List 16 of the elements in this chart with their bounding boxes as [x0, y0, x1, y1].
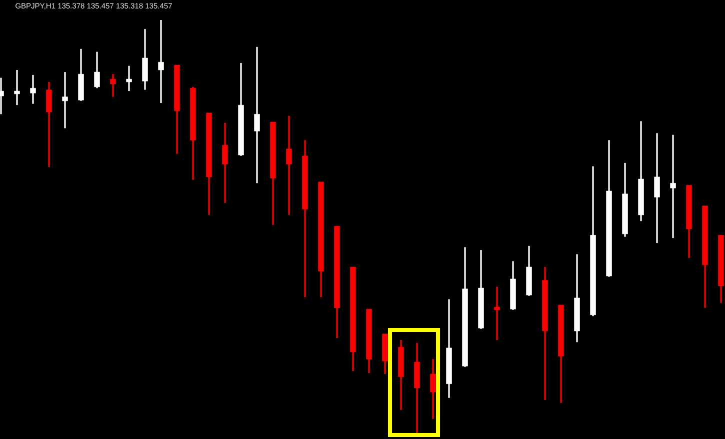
candlestick — [222, 122, 228, 204]
candlestick — [494, 286, 500, 341]
candlestick — [670, 134, 676, 239]
candlestick — [430, 358, 436, 420]
candlestick — [142, 28, 148, 91]
candlestick — [14, 69, 20, 106]
candlestick — [46, 81, 52, 168]
candlestick — [654, 132, 660, 244]
candlestick — [254, 46, 260, 184]
candlestick — [110, 73, 116, 98]
candlestick — [286, 115, 292, 216]
candlestick — [158, 19, 164, 104]
candlestick — [62, 71, 68, 130]
candlestick — [126, 65, 132, 92]
candlestick — [94, 50, 100, 89]
candlestick — [30, 74, 36, 105]
